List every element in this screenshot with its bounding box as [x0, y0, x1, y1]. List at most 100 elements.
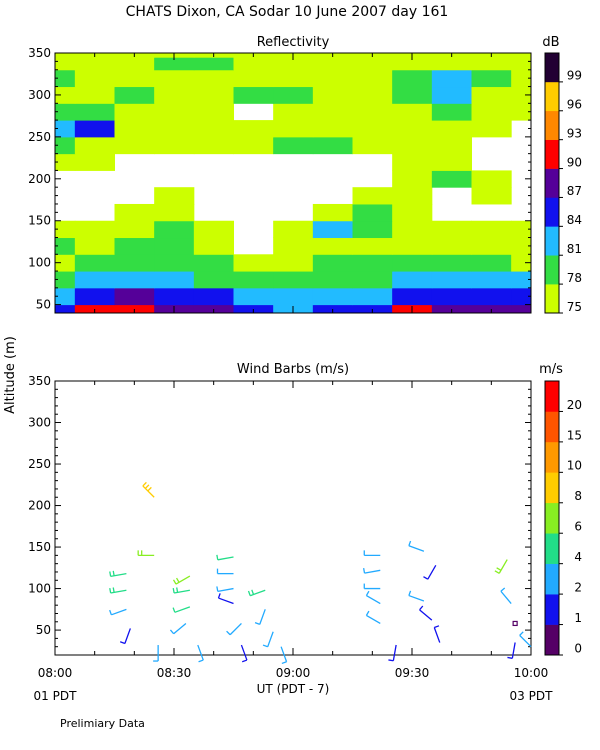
wind-barb-flag: [388, 659, 394, 662]
wind-barb: [408, 590, 425, 602]
wind-barb-shaft: [511, 642, 516, 659]
heatmap-cell: [392, 237, 433, 255]
heatmap-cell: [114, 86, 155, 104]
wind-barb-flag: [198, 659, 204, 663]
heatmap-cell: [471, 220, 512, 239]
wind-barb-flag: [172, 579, 177, 585]
heatmap-cell: [511, 271, 532, 289]
heatmap-cell: [193, 120, 234, 138]
heatmap-cell: [193, 86, 234, 104]
reflectivity-ytick-label: 200: [28, 172, 51, 186]
heatmap-cell: [392, 120, 433, 138]
wind-barb-shaft: [366, 594, 381, 605]
heatmap-cell: [431, 153, 472, 171]
wind-barb: [217, 593, 234, 605]
heatmap-cell: [154, 237, 195, 255]
reflectivity-colorbar-swatch: [545, 255, 559, 285]
heatmap-cell: [74, 120, 115, 138]
wind-barb-flag: [172, 587, 175, 594]
wind-barb-flag: [109, 571, 112, 577]
wind-barb: [254, 609, 266, 625]
wind-barb-flag: [363, 568, 366, 574]
heatmap-cell: [352, 120, 393, 138]
wind-barb-calm: [512, 620, 518, 627]
heatmap-cell: [312, 203, 353, 222]
wind-barb-shaft: [427, 565, 437, 580]
heatmap-cell: [55, 153, 76, 171]
windbarb-colorbar-swatch: [545, 533, 559, 564]
wind-barb-shaft: [364, 569, 381, 574]
wind-barb-shaft: [217, 556, 234, 561]
windbarb-colorbar-label: 8: [574, 489, 582, 503]
heatmap-cell: [392, 220, 433, 239]
heatmap-cell: [471, 86, 512, 104]
heatmap-cell: [471, 120, 512, 138]
wind-barb: [216, 568, 234, 575]
panel1-title: Reflectivity: [257, 35, 330, 50]
windbarb-ytick-label: 100: [28, 582, 51, 596]
heatmap-cell: [431, 103, 472, 121]
heatmap-cell: [273, 103, 314, 121]
heatmap-cell: [273, 220, 314, 239]
wind-barb-shaft: [197, 644, 204, 661]
heatmap-cell: [312, 220, 353, 239]
heatmap-cell: [471, 170, 512, 188]
heatmap-cell: [511, 304, 532, 314]
heatmap-cell: [154, 103, 195, 121]
heatmap-cell: [233, 69, 274, 88]
reflectivity-colorbar-label: 87: [567, 184, 582, 198]
windbarb-colorbar-label: 20: [567, 398, 582, 412]
heatmap-cell: [233, 57, 274, 71]
heatmap-cell: [471, 287, 512, 306]
panel1-units: dB: [542, 35, 559, 50]
heatmap-cell: [392, 69, 433, 88]
reflectivity-colorbar-label: 93: [567, 126, 582, 140]
heatmap-cell: [471, 187, 512, 205]
heatmap-cell: [511, 220, 532, 239]
wind-barb-shaft: [124, 628, 131, 644]
reflectivity-ytick-label: 50: [36, 298, 51, 312]
wind-barb-shaft: [240, 644, 248, 661]
windbarb-colorbar-label: 6: [574, 520, 582, 534]
windbarb-marks: [109, 481, 532, 665]
heatmap-cell: [312, 136, 353, 155]
wind-barb: [109, 608, 127, 616]
wind-barb: [519, 631, 532, 648]
heatmap-cell: [233, 86, 274, 104]
heatmap-cell: [392, 86, 433, 104]
wind-barb-flag: [169, 629, 175, 635]
footer-note: Prelimiary Data: [60, 717, 145, 730]
heatmap-cell: [431, 254, 472, 272]
heatmap-cell: [74, 237, 115, 255]
heatmap-cell: [392, 136, 433, 155]
windbarb-frame: [54, 380, 532, 656]
figure-title: CHATS Dixon, CA Sodar 10 June 2007 day 1…: [126, 4, 449, 20]
wind-barb-flag: [112, 587, 115, 593]
heatmap-cell: [193, 57, 234, 71]
heatmap-cell: [233, 287, 274, 306]
wind-barb-flag: [241, 659, 248, 663]
x-right-note: 03 PDT: [510, 689, 554, 703]
wind-barb-flag: [434, 625, 440, 629]
wind-barb: [419, 605, 433, 621]
wind-barb-shaft: [408, 594, 425, 602]
heatmap-cell: [273, 86, 314, 104]
wind-barb-shaft: [173, 622, 187, 635]
heatmap-cell: [511, 86, 532, 104]
wind-barb-shaft: [142, 485, 155, 498]
heatmap-cell: [431, 86, 472, 104]
wind-barb: [388, 644, 397, 662]
windbarb-axes: 50 100 150 200 250 300 350 08:00 08:30 09:00 09:30…: [28, 374, 548, 680]
wind-barb-flag: [109, 609, 112, 616]
wind-barb-flag: [519, 631, 524, 636]
heatmap-cell: [154, 254, 195, 272]
heatmap-cell: [392, 271, 433, 289]
wind-barb-flag: [365, 610, 370, 616]
heatmap-cell: [55, 237, 76, 255]
wind-barb-flag: [216, 554, 219, 560]
x-tick-label: 09:30: [395, 666, 430, 680]
wind-barb: [363, 583, 381, 590]
heatmap-cell: [74, 103, 115, 121]
heatmap-cell: [312, 86, 353, 104]
